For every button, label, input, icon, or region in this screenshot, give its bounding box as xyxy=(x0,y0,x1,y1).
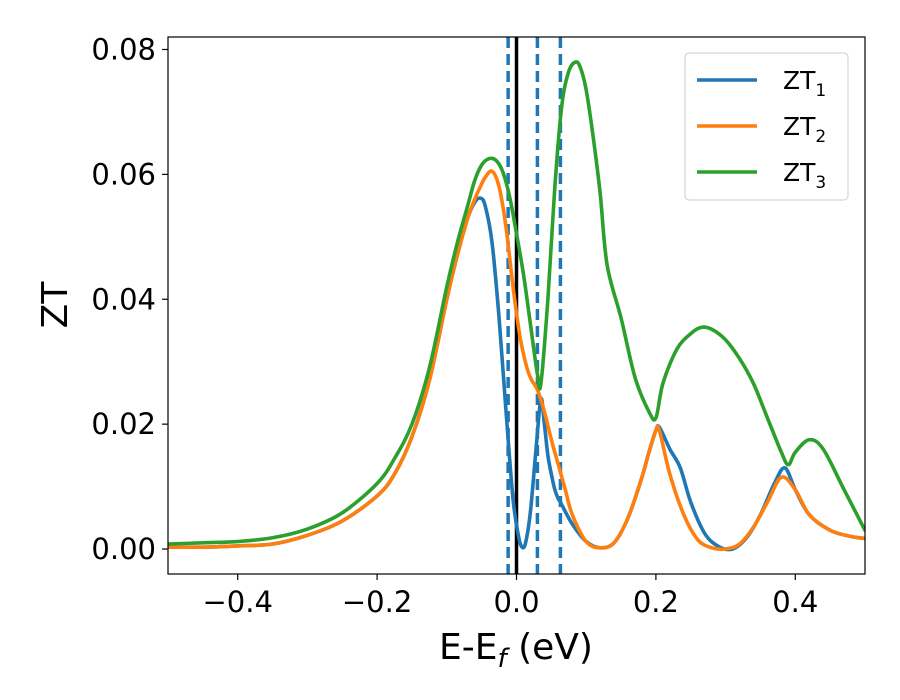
legend-label-zt3: ZT3 xyxy=(783,158,826,193)
x-axis-title: E-Ef (eV) xyxy=(439,627,593,674)
y-axis-ticks: 0.00 0.02 0.04 0.06 0.08 xyxy=(91,32,168,566)
x-axis-ticks: −0.4 −0.2 0.0 0.2 0.4 xyxy=(202,574,818,619)
legend-label-zt2: ZT2 xyxy=(783,112,826,147)
y-tick-label: 0.04 xyxy=(91,282,156,316)
series-line-zt2 xyxy=(168,169,865,552)
y-axis-title: ZT xyxy=(35,281,76,329)
x-tick-label: −0.2 xyxy=(342,585,412,619)
y-tick-label: 0.08 xyxy=(91,32,156,66)
x-tick-label: 0.2 xyxy=(633,585,679,619)
legend-box xyxy=(684,52,849,201)
legend-entries: ZT1 ZT2 ZT3 xyxy=(697,66,826,193)
x-tick-label: 0.4 xyxy=(772,585,818,619)
legend-label-zt1: ZT1 xyxy=(783,66,826,101)
y-tick-label: 0.00 xyxy=(91,532,156,566)
x-axis-title-unit: (eV) xyxy=(507,627,593,668)
x-axis-title-main: E-E xyxy=(439,627,497,668)
y-tick-label: 0.02 xyxy=(91,407,156,441)
series-layer xyxy=(168,60,865,552)
x-tick-label: −0.4 xyxy=(202,585,272,619)
series-line-zt3 xyxy=(168,60,865,546)
y-tick-label: 0.06 xyxy=(91,157,156,191)
x-tick-label: 0.0 xyxy=(493,585,539,619)
legend: ZT1 ZT2 ZT3 xyxy=(684,52,849,201)
